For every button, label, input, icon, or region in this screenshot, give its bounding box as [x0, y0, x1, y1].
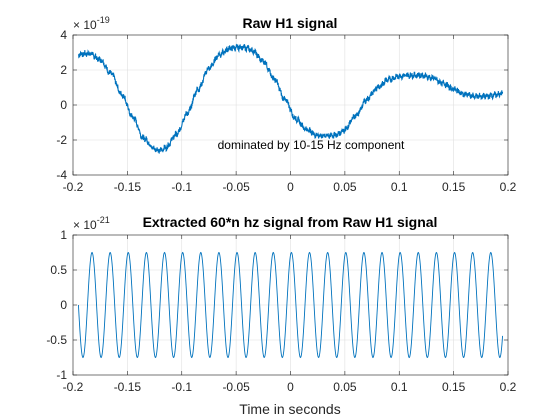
x-tick-label: -0.2	[63, 380, 84, 394]
x-tick-label: -0.15	[114, 180, 142, 194]
x-tick-label: 0.2	[500, 380, 517, 394]
x-tick-label: 0.2	[500, 180, 517, 194]
bottom-x-tick-labels: -0.2 -0.15 -0.1 -0.05 0 0.05 0.1 0.15 0.2	[63, 380, 517, 394]
x-tick-label: -0.15	[114, 380, 142, 394]
x-tick-label: -0.2	[63, 180, 84, 194]
x-tick-label: -0.1	[171, 180, 192, 194]
y-tick-label: 0	[60, 98, 67, 112]
x-tick-label: 0.05	[333, 380, 357, 394]
bottom-chart-title: Extracted 60*n hz signal from Raw H1 sig…	[143, 214, 438, 230]
y-tick-label: -1	[56, 368, 67, 382]
x-tick-label: 0.05	[333, 180, 357, 194]
y-tick-label: 1	[60, 228, 67, 242]
top-x-tick-labels: -0.2 -0.15 -0.1 -0.05 0 0.05 0.1 0.15 0.2	[63, 180, 517, 194]
x-tick-label: 0.1	[391, 180, 408, 194]
x-tick-label: -0.1	[171, 380, 192, 394]
y-tick-label: 4	[60, 28, 67, 42]
x-tick-label: 0.15	[442, 180, 466, 194]
x-tick-label: 0	[287, 180, 294, 194]
x-tick-label: -0.05	[222, 180, 250, 194]
y-tick-label: 0.5	[50, 263, 67, 277]
top-axes: -0.2 -0.15 -0.1 -0.05 0 0.05 0.1 0.15 0.2 4 2 0 -2 -…	[56, 15, 516, 194]
bottom-x-axis-label: Time in seconds	[239, 401, 340, 417]
x-tick-label: 0.1	[391, 380, 408, 394]
x-tick-label: 0.15	[442, 380, 466, 394]
y-tick-label: 0	[60, 298, 67, 312]
top-chart-title: Raw H1 signal	[243, 15, 338, 31]
x-tick-label: 0	[287, 380, 294, 394]
y-tick-label: -4	[56, 168, 67, 182]
y-tick-label: 2	[60, 63, 67, 77]
x-tick-label: -0.05	[222, 380, 250, 394]
y-tick-label: -2	[56, 133, 67, 147]
y-tick-label: -0.5	[46, 333, 67, 347]
top-annotation: dominated by 10-15 Hz component	[218, 138, 405, 152]
